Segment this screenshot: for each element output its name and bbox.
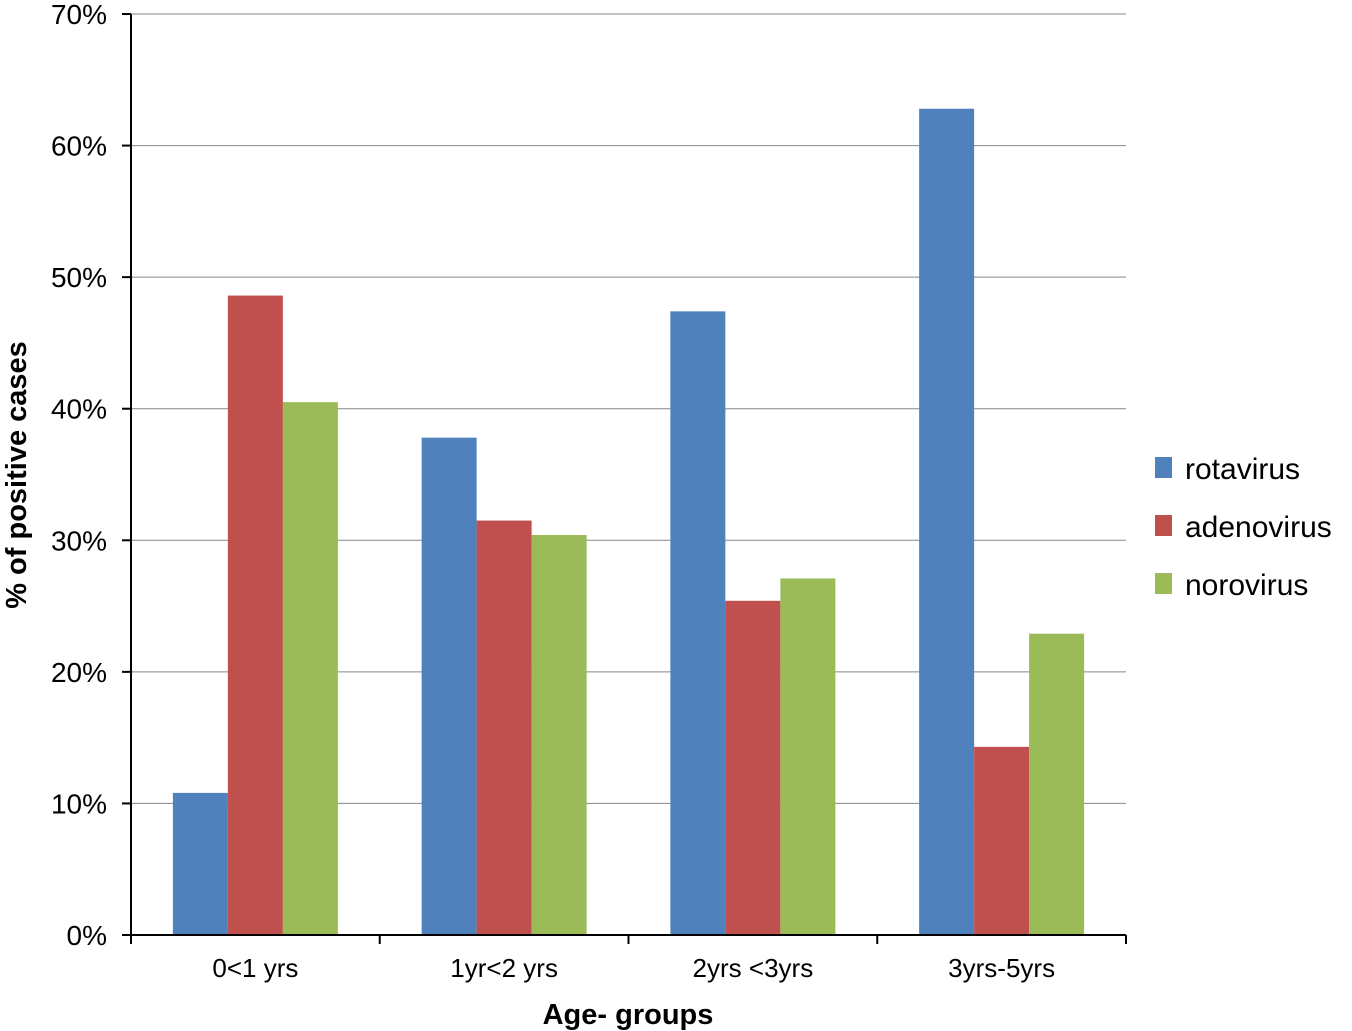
x-axis-ticks: 0<1 yrs 1yr<2 yrs 2yrs <3yrs 3yrs-5yrs bbox=[130, 935, 1127, 983]
bar-norovirus-3 bbox=[1029, 633, 1085, 935]
x-tick-label: 1yr<2 yrs bbox=[450, 953, 558, 983]
bar-adenovirus-3 bbox=[974, 746, 1030, 935]
bar-rotavirus-2 bbox=[670, 311, 726, 935]
legend: rotavirus adenovirus norovirus bbox=[1155, 453, 1332, 602]
bar-norovirus-0 bbox=[282, 402, 338, 935]
y-tick-label: 70% bbox=[51, 0, 107, 30]
y-tick-label: 30% bbox=[51, 525, 107, 556]
bar-rotavirus-0 bbox=[172, 792, 228, 935]
bar-adenovirus-0 bbox=[227, 295, 283, 935]
y-axis-ticks: 0% 10% 20% 30% 40% 50% 60% 70% bbox=[51, 0, 131, 951]
bar-rotavirus-1 bbox=[421, 437, 477, 935]
y-tick-label: 60% bbox=[51, 131, 107, 162]
y-tick-label: 0% bbox=[67, 920, 107, 951]
legend-label-adenovirus: adenovirus bbox=[1185, 511, 1332, 544]
bars bbox=[172, 108, 1085, 935]
x-tick-label: 2yrs <3yrs bbox=[693, 953, 814, 983]
x-tick-label: 3yrs-5yrs bbox=[948, 953, 1055, 983]
bar-adenovirus-2 bbox=[725, 600, 781, 935]
y-axis-title: % of positive cases bbox=[1, 341, 33, 609]
legend-swatch-rotavirus bbox=[1155, 457, 1172, 478]
y-tick-label: 10% bbox=[51, 788, 107, 819]
bar-norovirus-1 bbox=[531, 535, 587, 935]
legend-swatch-adenovirus bbox=[1155, 515, 1172, 536]
y-tick-label: 20% bbox=[51, 657, 107, 688]
legend-swatch-norovirus bbox=[1155, 573, 1172, 594]
y-tick-label: 50% bbox=[51, 262, 107, 293]
legend-label-rotavirus: rotavirus bbox=[1185, 453, 1300, 486]
y-tick-label: 40% bbox=[51, 394, 107, 425]
x-tick-label: 0<1 yrs bbox=[212, 953, 298, 983]
bar-adenovirus-1 bbox=[476, 520, 532, 935]
bar-rotavirus-3 bbox=[919, 108, 975, 935]
x-axis-title: Age- groups bbox=[543, 999, 714, 1031]
legend-label-norovirus: norovirus bbox=[1185, 569, 1308, 602]
bar-norovirus-2 bbox=[780, 578, 836, 935]
